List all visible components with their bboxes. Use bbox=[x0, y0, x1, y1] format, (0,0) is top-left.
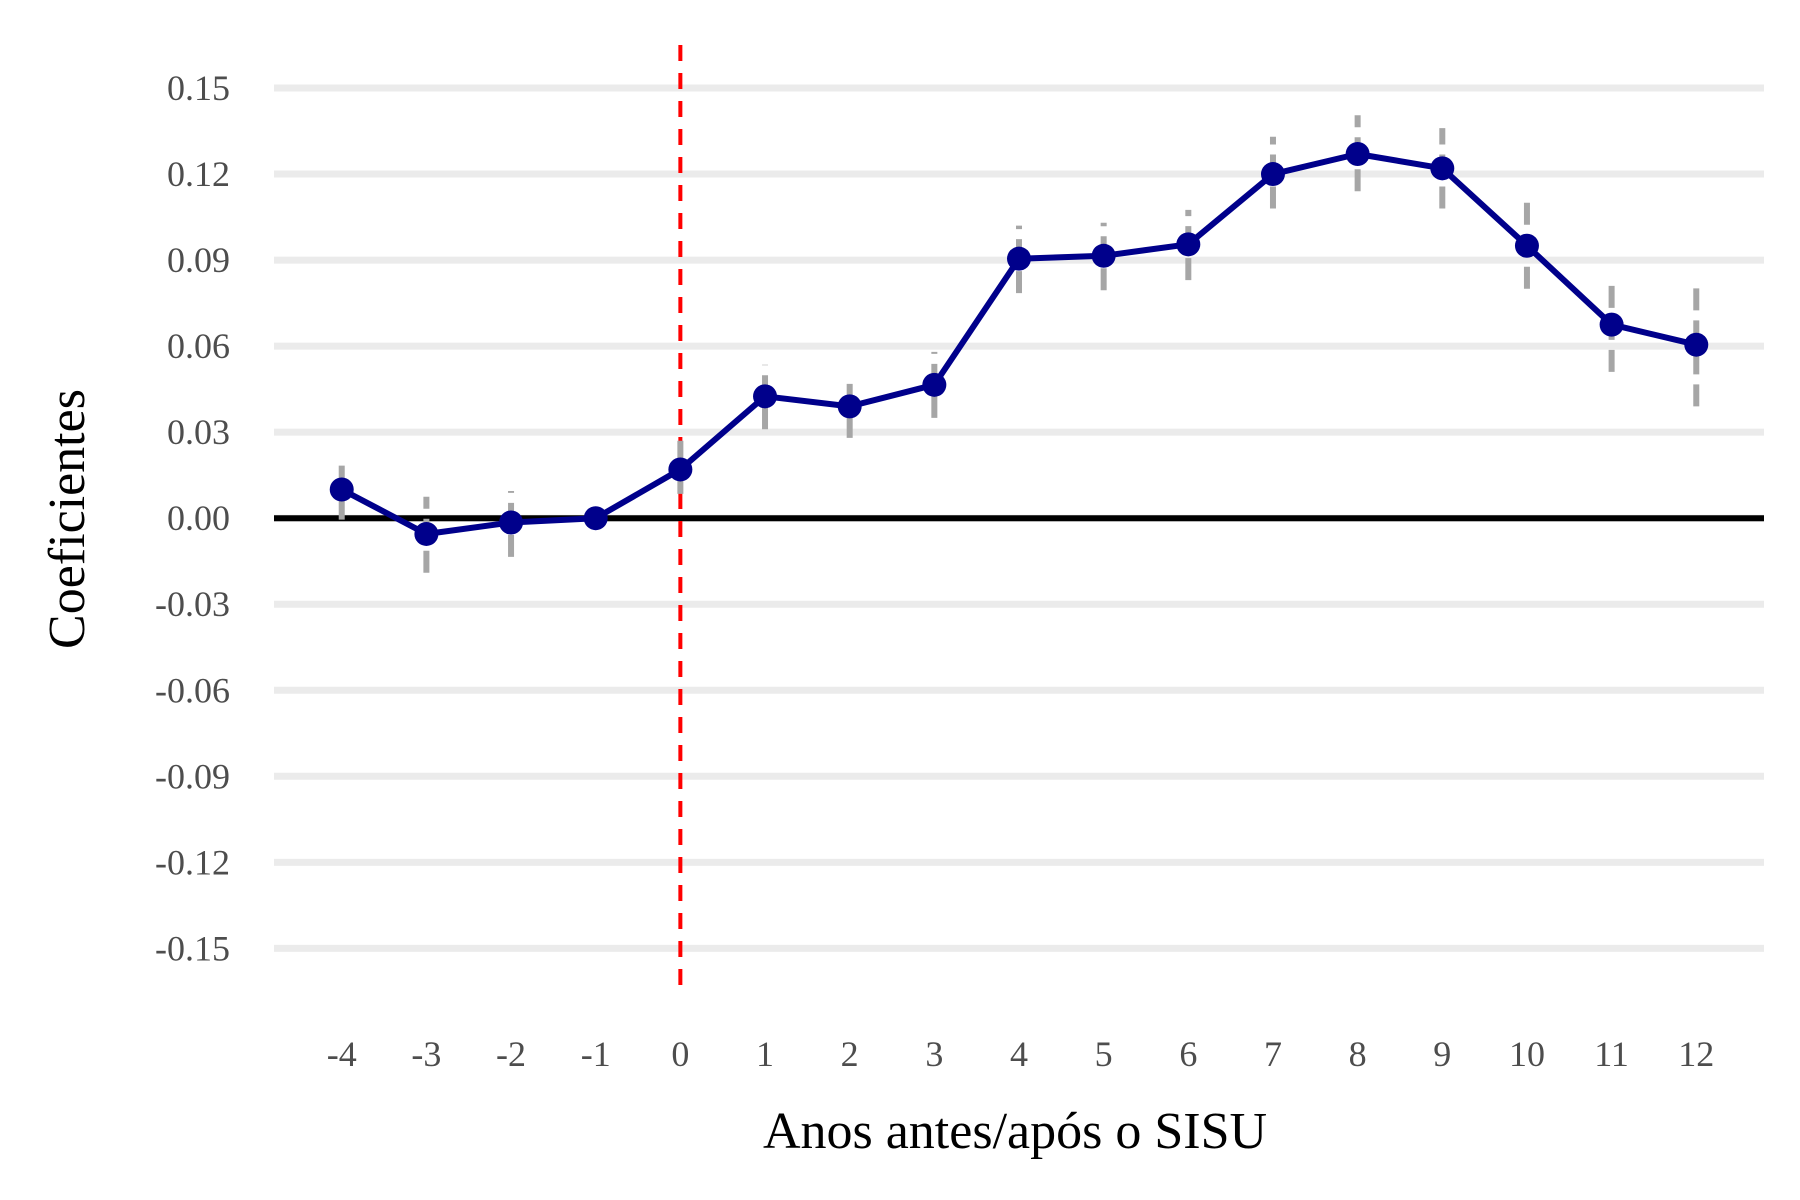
x-tick-label: 7 bbox=[1264, 1034, 1282, 1074]
data-point bbox=[1599, 312, 1624, 337]
x-tick-label: 10 bbox=[1509, 1034, 1545, 1074]
y-tick-label: 0.15 bbox=[167, 68, 230, 108]
y-tick-label: -0.06 bbox=[155, 670, 230, 710]
y-tick-label: -0.09 bbox=[155, 756, 230, 796]
data-point bbox=[329, 477, 354, 502]
data-point bbox=[1684, 332, 1709, 357]
data-point bbox=[1430, 156, 1455, 181]
x-tick-label: 6 bbox=[1179, 1034, 1197, 1074]
x-tick-label: 5 bbox=[1095, 1034, 1113, 1074]
data-point bbox=[1091, 243, 1116, 268]
y-tick-label: 0.00 bbox=[167, 498, 230, 538]
y-tick-label: -0.12 bbox=[155, 842, 230, 882]
data-point bbox=[1345, 141, 1370, 166]
x-tick-label: 4 bbox=[1010, 1034, 1028, 1074]
x-tick-labels: -4 -3 -2 -1 0 1 2 3 4 5 6 7 8 9 10 11 12 bbox=[327, 1034, 1715, 1074]
y-tick-label: 0.03 bbox=[167, 412, 230, 452]
data-point bbox=[837, 394, 862, 419]
x-tick-label: 1 bbox=[756, 1034, 774, 1074]
reference-lines bbox=[274, 45, 1764, 992]
x-tick-label: 0 bbox=[671, 1034, 689, 1074]
x-tick-label: -4 bbox=[327, 1034, 357, 1074]
y-tick-label: 0.06 bbox=[167, 326, 230, 366]
y-axis-title: Coeficientes bbox=[39, 389, 96, 649]
x-tick-label: 12 bbox=[1678, 1034, 1714, 1074]
x-tick-label: -1 bbox=[581, 1034, 611, 1074]
data-point bbox=[1007, 246, 1031, 271]
y-tick-label: -0.03 bbox=[155, 584, 230, 624]
x-tick-label: 11 bbox=[1594, 1034, 1629, 1074]
x-axis-title: Anos antes/após o SISU bbox=[763, 1103, 1267, 1160]
x-tick-label: 3 bbox=[925, 1034, 943, 1074]
data-point bbox=[583, 506, 608, 531]
data-point bbox=[922, 372, 947, 397]
y-tick-labels: 0.15 0.12 0.09 0.06 0.03 0.00 -0.03 -0.06 -0.09 -… bbox=[155, 68, 230, 968]
data-point bbox=[1176, 232, 1201, 257]
data-point bbox=[414, 521, 439, 546]
y-tick-label: -0.15 bbox=[155, 928, 230, 968]
data-point bbox=[499, 510, 524, 535]
data-point bbox=[1260, 162, 1285, 187]
data-point bbox=[753, 384, 778, 409]
x-tick-label: -3 bbox=[411, 1034, 441, 1074]
y-tick-label: 0.12 bbox=[167, 154, 230, 194]
x-tick-label: 8 bbox=[1349, 1034, 1367, 1074]
data-point bbox=[1514, 233, 1539, 258]
x-tick-label: 9 bbox=[1433, 1034, 1451, 1074]
y-tick-label: 0.09 bbox=[167, 240, 230, 280]
data-points bbox=[329, 141, 1709, 546]
x-tick-label: 2 bbox=[841, 1034, 859, 1074]
data-point bbox=[668, 457, 693, 482]
x-tick-label: -2 bbox=[496, 1034, 526, 1074]
